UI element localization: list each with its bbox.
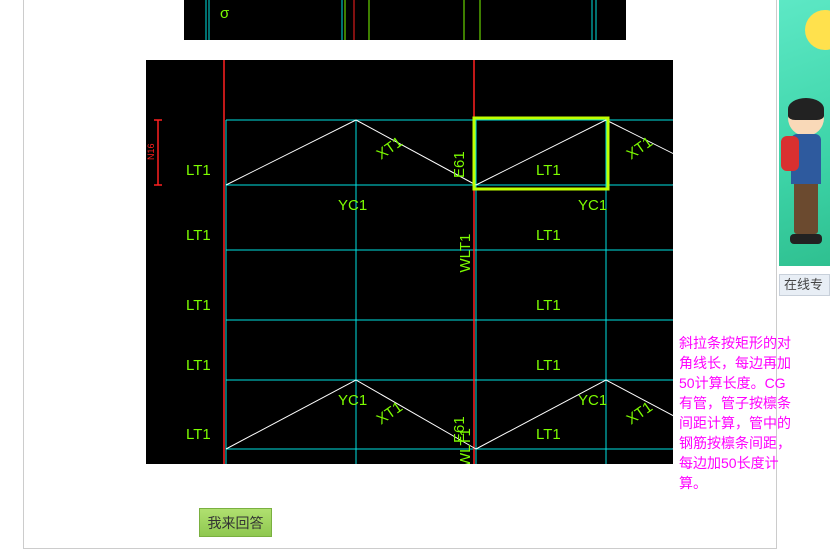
cad-svg: LT1LT1LT1LT1LT1LT1LT1LT1LT1LT1LT1LT1XT1X…: [146, 60, 673, 464]
boy-icon: [781, 100, 830, 260]
sun-icon: [805, 10, 830, 50]
svg-text:LT1: LT1: [536, 426, 561, 443]
svg-text:YC1: YC1: [578, 197, 607, 214]
svg-text:LT1: LT1: [186, 357, 211, 374]
svg-text:YC1: YC1: [578, 392, 607, 409]
cad-top-svg: σ: [184, 0, 626, 40]
online-expert-label[interactable]: 在线专: [779, 274, 830, 296]
svg-text:YC1: YC1: [338, 197, 367, 214]
svg-text:σ: σ: [220, 5, 230, 22]
svg-text:LT1: LT1: [536, 227, 561, 244]
svg-text:LT1: LT1: [536, 297, 561, 314]
svg-text:LT1: LT1: [186, 162, 211, 179]
svg-text:LT1: LT1: [186, 426, 211, 443]
cad-main-drawing: LT1LT1LT1LT1LT1LT1LT1LT1LT1LT1LT1LT1XT1X…: [146, 60, 673, 464]
answer-button[interactable]: 我来回答: [199, 508, 272, 537]
svg-text:LT1: LT1: [536, 357, 561, 374]
svg-text:N16: N16: [146, 143, 156, 160]
svg-text:WLT1: WLT1: [457, 428, 474, 464]
svg-text:YC1: YC1: [338, 392, 367, 409]
sidebar-illustration: [779, 0, 830, 266]
cad-top-strip: σ: [184, 0, 626, 40]
svg-text:E61: E61: [451, 151, 468, 178]
svg-text:LT1: LT1: [186, 297, 211, 314]
svg-text:LT1: LT1: [186, 227, 211, 244]
main-panel: σ LT1LT1LT1LT1LT1LT1LT1LT1LT1LT1LT1LT1XT…: [23, 0, 777, 549]
annotation-text: 斜拉条按矩形的对角线长，每边再加50计算长度。CG 有管，管子按檩条间距计算，管…: [679, 333, 797, 493]
svg-text:WLT1: WLT1: [457, 234, 474, 273]
svg-text:LT1: LT1: [536, 162, 561, 179]
